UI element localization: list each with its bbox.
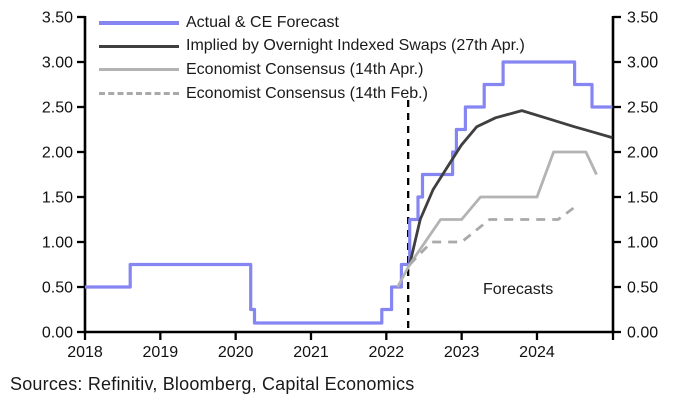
x-axis-tick-label: 2023 [444,344,480,361]
legend-line-swatch-consensus_feb [99,92,179,96]
x-axis-tick-label: 2019 [143,344,179,361]
series-line-ois_implied [408,109,613,265]
x-axis-tick-label: 2022 [369,344,405,361]
legend-label: Implied by Overnight Indexed Swaps (27th… [186,37,525,55]
x-axis-tick-label: 2024 [519,344,555,361]
x-axis-tick-label: 2021 [293,344,329,361]
y-axis-right-tick-label: 3.50 [627,10,658,27]
series-line-actual_ce_forecast [85,60,613,325]
x-axis-tick-label: 2018 [67,344,103,361]
series-line-consensus_apr [396,150,598,288]
y-axis-left-tick-label: 3.00 [42,55,73,72]
legend-label: Actual & CE Forecast [186,13,339,31]
y-axis-right-tick-label: 1.00 [627,235,658,252]
forecasts-annotation: Forecasts [483,281,554,298]
legend-item-consensus_apr: Economist Consensus (14th Apr.) [99,58,525,82]
y-axis-left-tick-label: 1.00 [42,235,73,252]
legend-item-consensus_feb: Economist Consensus (14th Feb.) [99,82,525,106]
y-axis-right-tick-label: 2.50 [627,100,658,117]
y-axis-left-tick-label: 2.50 [42,100,73,117]
y-axis-left-tick-label: 0.50 [42,280,73,297]
y-axis-right-tick-label: 3.00 [627,55,658,72]
legend-line-swatch-consensus_apr [99,68,179,72]
chart-legend: Actual & CE Forecast Implied by Overnight… [99,11,525,105]
y-axis-right-tick-label: 0.00 [627,325,658,342]
y-axis-left-tick-label: 0.00 [42,325,73,342]
chart-canvas: 0.00 0.00 0.50 0.50 1.00 1.00 1.50 1.50 2.00 2.00… [42,10,658,362]
legend-item-actual_ce_forecast: Actual & CE Forecast [99,11,525,35]
series-line-consensus_feb [408,204,578,266]
y-axis-left-tick-label: 3.50 [42,10,73,27]
sources-text: Sources: Refinitiv, Bloomberg, Capital E… [10,374,415,394]
y-axis-right-tick-label: 2.00 [627,145,658,162]
legend-label: Economist Consensus (14th Feb.) [186,84,428,102]
y-axis-left-tick-label: 2.00 [42,145,73,162]
y-axis-right-tick-label: 0.50 [627,280,658,297]
legend-line-swatch-actual_ce_forecast [99,20,179,25]
legend-line-swatch-ois_implied [99,44,179,48]
legend-label: Economist Consensus (14th Apr.) [186,60,424,78]
y-axis-right-tick-label: 1.50 [627,190,658,207]
x-axis-tick-label: 2020 [218,344,254,361]
y-axis-left-tick-label: 1.50 [42,190,73,207]
legend-item-ois_implied: Implied by Overnight Indexed Swaps (27th… [99,35,525,59]
